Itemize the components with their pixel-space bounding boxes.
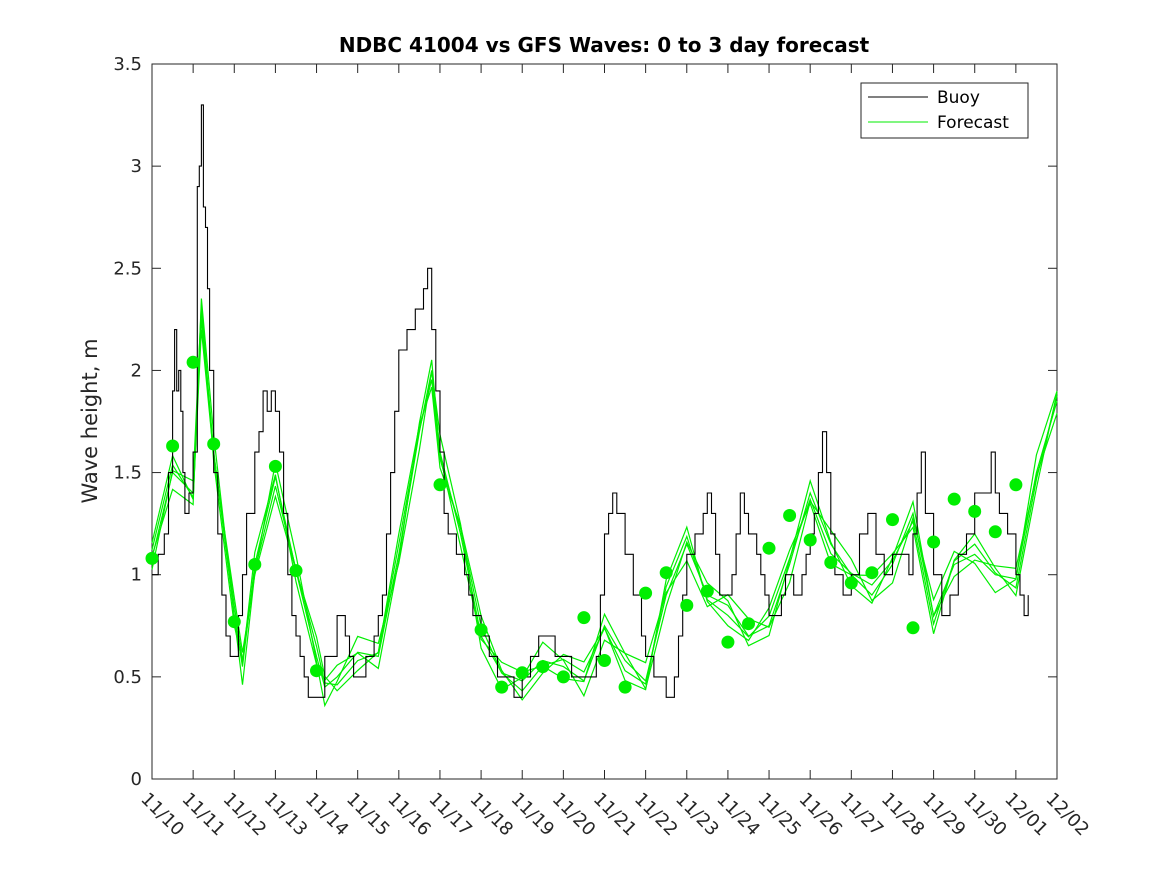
analysis-point bbox=[824, 556, 838, 569]
analysis-points bbox=[145, 355, 1023, 694]
analysis-point bbox=[556, 670, 570, 684]
analysis-point bbox=[268, 459, 282, 473]
analysis-point bbox=[145, 551, 159, 565]
analysis-point bbox=[762, 541, 776, 555]
y-tick-label: 1 bbox=[131, 565, 142, 586]
analysis-point bbox=[844, 576, 858, 590]
legend-buoy-label: Buoy bbox=[937, 88, 980, 108]
analysis-point bbox=[639, 586, 653, 600]
analysis-point bbox=[248, 558, 262, 571]
analysis-point bbox=[289, 564, 303, 578]
analysis-point bbox=[803, 533, 817, 547]
analysis-point bbox=[659, 566, 673, 580]
y-tick-label: 2 bbox=[131, 360, 142, 381]
analysis-point bbox=[536, 660, 550, 674]
analysis-point bbox=[227, 615, 241, 629]
chart-title: NDBC 41004 vs GFS Waves: 0 to 3 day fore… bbox=[339, 33, 870, 57]
y-tick-label: 3.5 bbox=[113, 54, 142, 75]
y-axis: 0 0.5 1 1.5 2 2.5 3 3.5 bbox=[113, 54, 1057, 790]
analysis-point bbox=[947, 492, 961, 506]
legend: Buoy Forecast bbox=[860, 82, 1029, 139]
analysis-point bbox=[988, 525, 1002, 539]
analysis-point bbox=[886, 513, 899, 527]
analysis-point bbox=[515, 666, 529, 680]
analysis-point bbox=[968, 504, 982, 518]
legend-box bbox=[860, 82, 1029, 139]
analysis-point bbox=[495, 680, 509, 694]
analysis-point bbox=[721, 635, 735, 649]
y-tick-label: 1.5 bbox=[113, 463, 142, 484]
analysis-point bbox=[474, 623, 488, 637]
analysis-point bbox=[166, 439, 180, 453]
analysis-point bbox=[310, 664, 323, 678]
y-tick-label: 0.5 bbox=[113, 667, 142, 688]
analysis-point bbox=[927, 535, 941, 549]
y-tick-label: 3 bbox=[131, 156, 142, 177]
analysis-point bbox=[433, 478, 447, 492]
analysis-point bbox=[1009, 478, 1023, 492]
analysis-point bbox=[906, 621, 920, 635]
analysis-point bbox=[865, 566, 879, 580]
analysis-point bbox=[742, 617, 755, 631]
analysis-point bbox=[618, 680, 632, 694]
plot-area bbox=[151, 63, 1058, 780]
analysis-point bbox=[186, 355, 200, 369]
y-axis-label: Wave height, m bbox=[78, 338, 102, 503]
y-tick-label: 0 bbox=[131, 769, 142, 790]
analysis-point bbox=[207, 437, 221, 451]
analysis-point bbox=[680, 598, 694, 612]
analysis-point bbox=[598, 654, 611, 667]
buoy-line bbox=[152, 104, 1029, 698]
analysis-point bbox=[783, 509, 797, 522]
analysis-point bbox=[700, 584, 714, 598]
analysis-point bbox=[577, 611, 591, 625]
legend-forecast-label: Forecast bbox=[937, 113, 1009, 133]
y-tick-label: 2.5 bbox=[113, 258, 142, 279]
